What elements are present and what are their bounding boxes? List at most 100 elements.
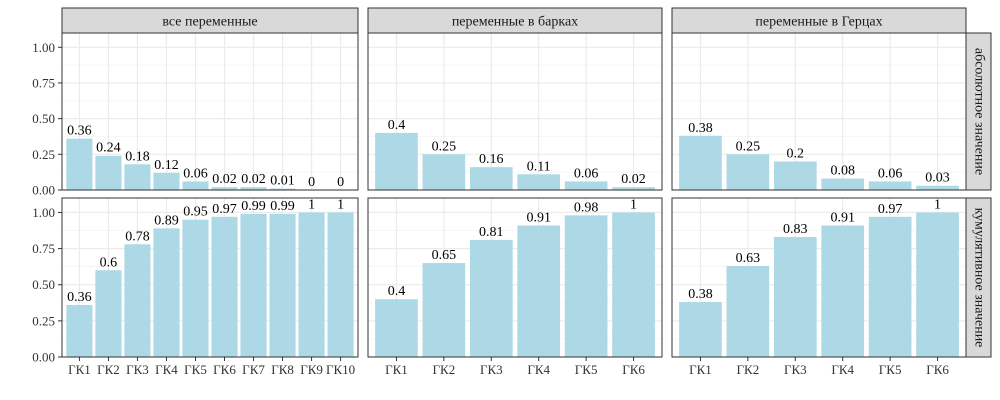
bar [153,228,180,357]
bar [375,132,418,190]
y-tick-label: 0.25 [32,147,55,162]
bar [269,188,296,190]
bar [211,216,238,357]
x-tick-label: ГК4 [155,362,178,377]
bar-value-label: 0.95 [183,205,208,220]
x-tick-label: ГК6 [926,362,949,377]
bar [298,212,325,357]
bar-value-label: 0.4 [388,284,406,299]
panel-border [367,32,663,191]
bar [422,263,466,357]
bar-value-label: 0.36 [67,290,92,305]
row-strip-label: абсолютное значение [971,48,986,175]
panel-border [61,32,359,191]
y-tick-label: 0.50 [32,277,55,292]
bar [564,181,608,190]
x-tick-label: ГК6 [213,362,236,377]
bar [422,154,466,190]
bar [612,212,655,357]
panel-border [61,197,359,358]
x-tick-label: ГК1 [689,362,712,377]
y-tick-label: 0.25 [32,313,55,328]
bar [375,299,418,357]
row-strip [965,32,992,191]
x-tick-label: ГК4 [831,362,854,377]
bar [679,135,722,190]
bar [469,167,513,190]
x-tick-label: ГК5 [184,362,207,377]
bar [726,265,770,357]
x-tick-label: ГК2 [737,362,760,377]
bar-value-label: 0.89 [154,213,179,228]
bar-value-label: 0.65 [432,248,457,263]
bar-value-label: 0.36 [67,124,92,139]
bar [868,216,912,357]
bar-value-label: 0.99 [270,199,295,214]
bar-value-label: 1 [337,197,344,212]
bar [240,187,267,190]
bar [66,138,93,190]
bar-value-label: 0.99 [241,199,266,214]
bar-value-label: 0.4 [388,118,406,133]
y-tick-label: 0.75 [32,241,55,256]
bar [95,270,122,357]
bar [612,187,655,190]
bar [269,213,296,357]
bar-value-label: 0.06 [183,166,208,181]
bar-value-label: 0.12 [154,158,179,173]
bar-value-label: 0.98 [574,200,599,215]
x-tick-label: ГК8 [271,362,294,377]
x-tick-label: ГК3 [784,362,807,377]
bar-value-label: 0.18 [125,149,150,164]
bar-value-label: 0.6 [100,255,118,270]
bar [773,237,817,357]
bar [773,161,817,190]
y-tick-label: 1.00 [32,40,55,55]
bar-value-label: 0.11 [527,159,551,174]
bar-value-label: 0.03 [925,171,950,186]
y-tick-label: 0.50 [32,111,55,126]
bar [821,178,865,190]
bar-value-label: 0.97 [878,202,903,217]
panel-border [671,197,967,358]
x-tick-label: ГК6 [622,362,645,377]
x-tick-label: ГК1 [68,362,91,377]
x-tick-label: ГК7 [242,362,265,377]
row-strip-label: кумулятивное значение [971,208,986,348]
bar [517,174,561,190]
bar [327,212,354,357]
bar-value-label: 0.01 [270,174,295,189]
bar [821,225,865,357]
bar-value-label: 0 [308,175,315,190]
x-tick-label: ГК10 [326,362,355,377]
bar-value-label: 0.24 [96,141,121,156]
bar-value-label: 0.25 [432,139,457,154]
bar [124,164,151,190]
bar-value-label: 0.63 [736,251,761,266]
bar [182,219,209,357]
bar-value-label: 0.91 [830,210,855,225]
bar-value-label: 1 [308,197,315,212]
x-tick-label: ГК2 [97,362,120,377]
bar [240,213,267,357]
x-tick-label: ГК9 [300,362,323,377]
y-tick-label: 0.00 [32,350,55,365]
bar-value-label: 0.38 [688,287,713,302]
row-strip [965,197,992,358]
bar-value-label: 1 [630,197,637,212]
bar [124,244,151,357]
bar-value-label: 1 [934,197,941,212]
bar [469,239,513,357]
bar-value-label: 0.78 [125,229,150,244]
bar [726,154,770,190]
bar-value-label: 0.16 [479,152,504,167]
bar-value-label: 0.02 [241,172,266,187]
bar-value-label: 0.25 [736,139,761,154]
column-strip-label: все переменные [162,15,257,30]
bar-value-label: 0.06 [574,166,599,181]
y-tick-label: 0.75 [32,75,55,90]
bar [182,181,209,190]
bar-value-label: 0.06 [878,166,903,181]
x-tick-label: ГК3 [480,362,503,377]
